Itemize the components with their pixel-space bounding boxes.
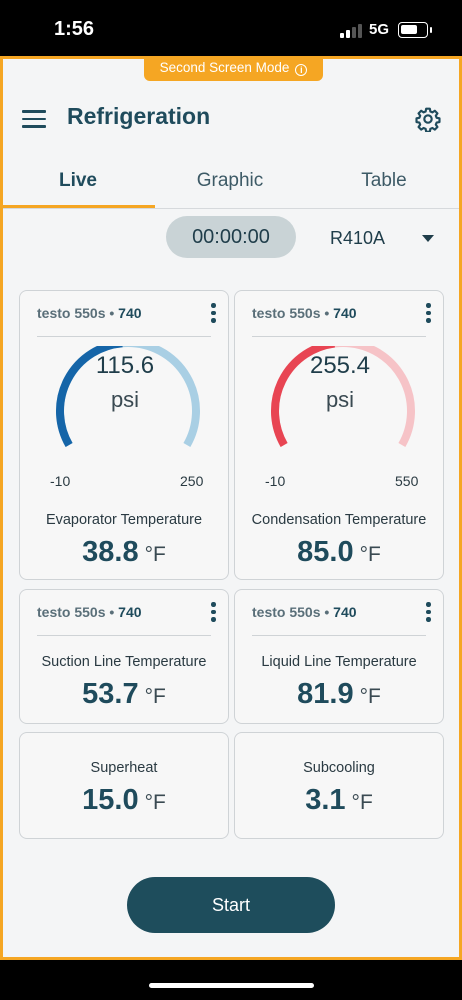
mode-banner-label: Second Screen Mode — [159, 60, 290, 75]
active-tab-indicator — [3, 205, 155, 208]
gauge-max: 250 — [180, 473, 204, 489]
measurement-reading: 85.0 °F — [297, 536, 381, 568]
timer-display: 00:00:00 — [166, 216, 296, 258]
device-label: testo 550s • 740 — [37, 604, 142, 620]
bottom-bar — [0, 960, 462, 1000]
gauge-unit: psi — [110, 387, 140, 412]
battery-icon — [398, 22, 428, 38]
second-screen-mode-badge[interactable]: Second Screen Mode i — [144, 57, 323, 81]
chevron-down-icon[interactable] — [422, 235, 434, 242]
battery-tip — [430, 27, 432, 33]
more-options-icon[interactable] — [425, 602, 431, 622]
gauge-max: 550 — [395, 473, 419, 489]
tab-table[interactable]: Table — [361, 170, 407, 191]
gauge-value: 115.6 — [95, 352, 155, 379]
gauge-fill — [56, 346, 123, 447]
home-indicator[interactable] — [149, 983, 314, 988]
start-button[interactable]: Start — [127, 877, 335, 933]
gauge-unit: psi — [325, 387, 355, 412]
gauge-value: 255.4 — [309, 352, 371, 379]
more-options-icon[interactable] — [210, 303, 216, 323]
divider — [252, 635, 426, 636]
measurement-reading: 3.1 °F — [305, 784, 373, 816]
device-label: testo 550s • 740 — [252, 604, 357, 620]
pressure-gauge — [271, 346, 415, 447]
pressure-gauge — [56, 346, 200, 447]
divider — [37, 635, 211, 636]
subcooling-card: Subcooling 3.1 °F — [234, 732, 444, 839]
measurement-reading: 15.0 °F — [82, 784, 166, 816]
superheat-card: Superheat 15.0 °F — [19, 732, 229, 839]
measurement-reading: 81.9 °F — [297, 678, 381, 710]
app-header: Refrigeration — [3, 89, 459, 149]
device-label: testo 550s • 740 — [252, 305, 357, 321]
divider — [37, 336, 211, 337]
info-icon: i — [295, 64, 308, 76]
gear-icon[interactable] — [415, 106, 441, 132]
gauge-fill — [271, 346, 336, 447]
network-type: 5G — [369, 21, 390, 38]
condensation-card: testo 550s • 740 255.4 psi -10 550 Conde… — [234, 290, 444, 580]
refrigerant-select[interactable]: R410A — [330, 228, 386, 248]
status-time: 1:56 — [54, 18, 95, 40]
measurement-label: Liquid Line Temperature — [261, 654, 417, 670]
measurement-label: Superheat — [90, 760, 158, 776]
liquid-line-card: testo 550s • 740 Liquid Line Temperature… — [234, 589, 444, 724]
suction-line-card: testo 550s • 740 Suction Line Temperatur… — [19, 589, 229, 724]
tab-live[interactable]: Live — [58, 170, 98, 191]
gauge-min: -10 — [50, 473, 71, 489]
status-bar: 1:56 5G — [0, 0, 462, 56]
more-options-icon[interactable] — [210, 602, 216, 622]
measurement-reading: 38.8 °F — [82, 536, 166, 568]
device-label: testo 550s • 740 — [37, 305, 142, 321]
gauge-min: -10 — [265, 473, 286, 489]
divider — [252, 336, 426, 337]
measurement-label: Evaporator Temperature — [45, 512, 203, 528]
view-tabs: Live Graphic Table — [3, 157, 459, 209]
more-options-icon[interactable] — [425, 303, 431, 323]
cellular-signal-icon — [340, 22, 362, 38]
measurement-label: Condensation Temperature — [251, 512, 427, 528]
page-title: Refrigeration — [67, 103, 211, 129]
measurement-label: Subcooling — [303, 760, 375, 776]
evaporator-card: testo 550s • 740 115.6 psi -10 250 Evapo… — [19, 290, 229, 580]
measurement-label: Suction Line Temperature — [41, 654, 207, 670]
hamburger-menu-icon[interactable] — [22, 110, 46, 128]
measurement-reading: 53.7 °F — [82, 678, 166, 710]
app-frame: Second Screen Mode i Refrigeration Live G… — [0, 56, 462, 960]
tab-graphic[interactable]: Graphic — [196, 170, 264, 191]
